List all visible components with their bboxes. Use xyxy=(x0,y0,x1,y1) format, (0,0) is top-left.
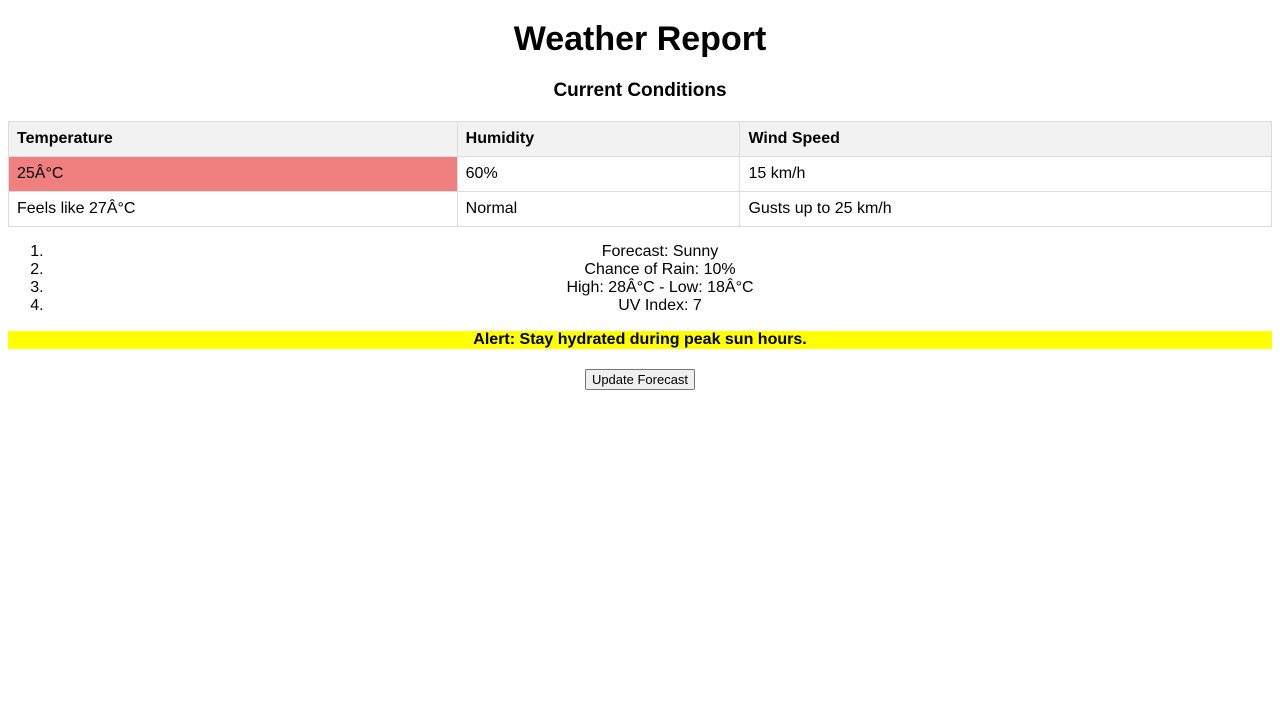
list-item: High: 28Â°C - Low: 18Â°C xyxy=(48,279,1272,297)
alert-banner: Alert: Stay hydrated during peak sun hou… xyxy=(8,331,1272,349)
header-temperature: Temperature xyxy=(8,121,458,157)
forecast-list: Forecast: Sunny Chance of Rain: 10% High… xyxy=(8,243,1272,315)
table-row: 25Â°C 60% 15 km/h xyxy=(8,156,1272,192)
update-forecast-button[interactable]: Update Forecast xyxy=(584,369,696,390)
feels-like-value: Feels like 27Â°C xyxy=(8,191,458,227)
header-wind-speed: Wind Speed xyxy=(739,121,1272,157)
humidity-value: 60% xyxy=(456,156,741,192)
page-title: Weather Report xyxy=(513,20,767,58)
list-item: Chance of Rain: 10% xyxy=(48,261,1272,279)
temperature-value: 25Â°C xyxy=(8,156,458,192)
wind-gusts-value: Gusts up to 25 km/h xyxy=(739,191,1272,227)
section-title: Current Conditions xyxy=(553,80,727,101)
actions-container: Update Forecast xyxy=(8,369,1272,390)
weather-page: Weather Report Current Conditions Temper… xyxy=(0,0,1280,390)
header-humidity: Humidity xyxy=(456,121,741,157)
table-row: Feels like 27Â°C Normal Gusts up to 25 k… xyxy=(8,191,1272,227)
conditions-table: Temperature Humidity Wind Speed 25Â°C 60… xyxy=(8,121,1272,227)
humidity-description: Normal xyxy=(456,191,741,227)
wind-speed-value: 15 km/h xyxy=(739,156,1272,192)
list-item: UV Index: 7 xyxy=(48,297,1272,315)
list-item: Forecast: Sunny xyxy=(48,243,1272,261)
table-header-row: Temperature Humidity Wind Speed xyxy=(8,121,1272,157)
